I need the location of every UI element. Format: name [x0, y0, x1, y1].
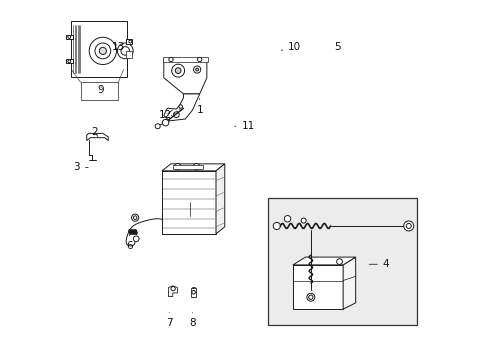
Bar: [71, 21, 127, 77]
Circle shape: [95, 43, 110, 59]
Text: 7: 7: [165, 313, 172, 328]
Circle shape: [193, 163, 200, 170]
Polygon shape: [163, 94, 199, 121]
Circle shape: [403, 221, 413, 231]
Bar: [126, 51, 131, 58]
Circle shape: [284, 216, 290, 222]
Bar: [66, 59, 73, 63]
Bar: [292, 265, 343, 309]
Text: 9: 9: [98, 85, 104, 95]
Bar: [267, 198, 416, 325]
Text: 5: 5: [334, 42, 340, 52]
Circle shape: [197, 57, 202, 62]
Polygon shape: [86, 134, 108, 140]
Bar: [190, 288, 196, 297]
Polygon shape: [343, 257, 355, 309]
Circle shape: [99, 47, 106, 54]
Polygon shape: [216, 164, 224, 234]
Text: 4: 4: [368, 259, 388, 269]
Circle shape: [128, 40, 131, 43]
Text: 2: 2: [91, 127, 98, 136]
Text: 13: 13: [111, 42, 124, 52]
Circle shape: [133, 216, 137, 220]
Circle shape: [174, 163, 181, 170]
Bar: [162, 171, 216, 234]
Circle shape: [336, 259, 342, 265]
Bar: [163, 57, 207, 62]
Polygon shape: [162, 164, 224, 171]
Circle shape: [121, 46, 129, 55]
Bar: [66, 35, 73, 39]
Circle shape: [168, 57, 173, 62]
Text: 10: 10: [281, 42, 301, 52]
Circle shape: [133, 236, 139, 242]
Circle shape: [117, 43, 133, 59]
Circle shape: [131, 214, 139, 221]
Polygon shape: [292, 257, 355, 265]
Circle shape: [308, 295, 312, 300]
Text: 12: 12: [159, 110, 172, 121]
Circle shape: [191, 291, 195, 294]
Circle shape: [171, 287, 175, 291]
Circle shape: [306, 293, 314, 301]
Circle shape: [173, 112, 179, 118]
Bar: [81, 82, 118, 100]
Text: 8: 8: [189, 313, 195, 328]
Circle shape: [301, 218, 305, 223]
Circle shape: [155, 124, 160, 129]
Bar: [126, 40, 132, 44]
Circle shape: [273, 222, 280, 230]
Text: 3: 3: [73, 162, 88, 172]
Circle shape: [68, 60, 71, 63]
Circle shape: [89, 37, 116, 64]
Circle shape: [68, 36, 71, 39]
Text: 1: 1: [196, 99, 203, 115]
Circle shape: [175, 68, 181, 73]
Circle shape: [406, 224, 410, 229]
Circle shape: [193, 66, 201, 73]
Text: 6: 6: [126, 235, 133, 251]
Circle shape: [195, 68, 198, 71]
Polygon shape: [168, 286, 177, 297]
Polygon shape: [163, 60, 206, 94]
Circle shape: [179, 105, 182, 108]
Circle shape: [162, 120, 168, 126]
Text: 11: 11: [234, 121, 254, 131]
Bar: [173, 165, 203, 169]
Circle shape: [171, 64, 184, 77]
